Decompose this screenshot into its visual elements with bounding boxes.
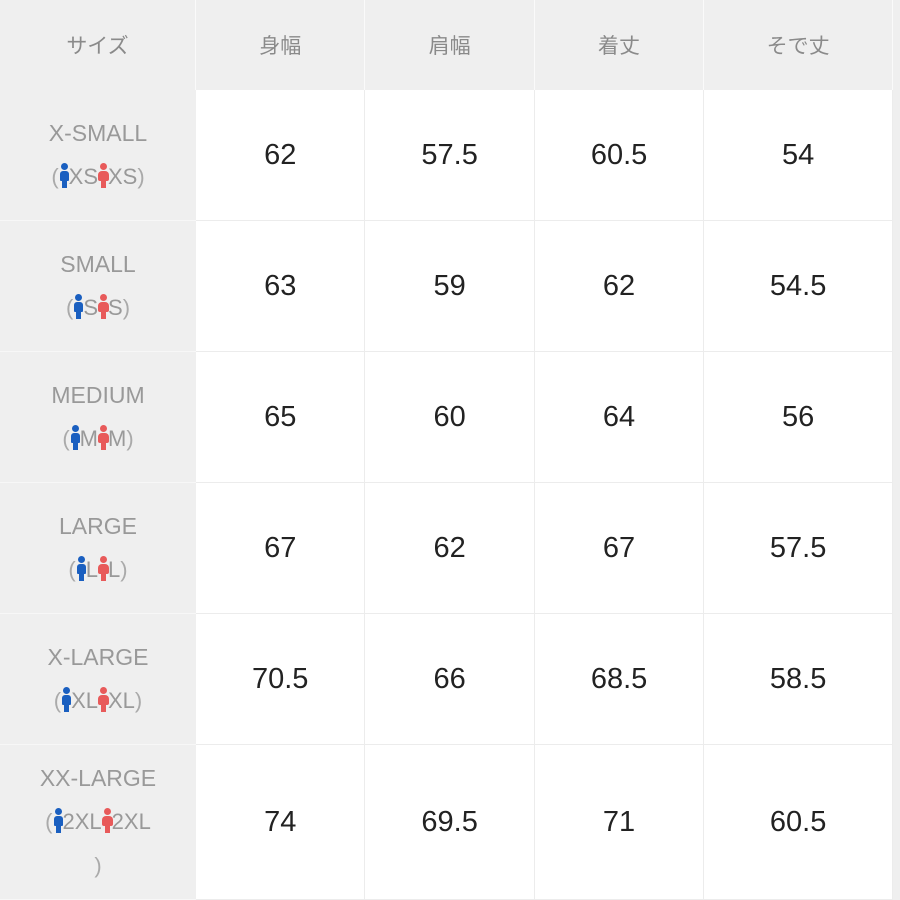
female-icon — [98, 425, 109, 450]
measurement-cell: 67 — [196, 483, 366, 614]
measurement-cell: 64 — [534, 352, 705, 483]
female-size: S — [108, 295, 123, 320]
male-icon — [73, 294, 84, 319]
measurement-cell: 66 — [365, 614, 535, 745]
measurement-cell: 56 — [704, 352, 893, 483]
measurement-cell: 70.5 — [196, 614, 366, 745]
size-name: LARGE — [59, 513, 137, 539]
table-row: XX-LARGE (2XL 2XL) 74 69.5 71 60.5 — [0, 745, 893, 900]
header-length: 着丈 — [534, 0, 705, 90]
measurement-cell: 57.5 — [365, 90, 535, 221]
male-size: M — [79, 426, 98, 451]
header-sleeve-length: そで丈 — [704, 0, 893, 90]
female-size: XS — [108, 164, 138, 189]
size-cell: X-LARGE (XL XL) — [0, 614, 196, 745]
measurement-cell: 60.5 — [534, 90, 705, 221]
measurement-cell: 74 — [196, 745, 366, 900]
female-size: 2XL — [111, 809, 151, 834]
size-codes: (XL XL) — [53, 687, 143, 713]
female-size: XL — [108, 688, 135, 713]
female-icon — [101, 808, 113, 833]
header-size: サイズ — [0, 0, 196, 90]
size-codes: (2XL 2XL) — [45, 808, 151, 878]
female-icon — [98, 687, 109, 712]
female-size: M — [108, 426, 127, 451]
measurement-cell: 63 — [196, 221, 366, 352]
measurement-cell: 57.5 — [704, 483, 893, 614]
size-name: SMALL — [60, 251, 136, 277]
size-cell: LARGE (L L) — [0, 483, 196, 614]
header-shoulder-width: 肩幅 — [365, 0, 535, 90]
female-icon — [98, 556, 109, 581]
female-icon — [98, 294, 109, 319]
male-icon — [59, 163, 69, 188]
measurement-cell: 62 — [196, 90, 366, 221]
size-codes: (S S) — [65, 294, 131, 320]
measurement-cell: 60.5 — [704, 745, 893, 900]
measurement-cell: 54 — [704, 90, 893, 221]
size-codes: (M M) — [62, 425, 134, 451]
size-name: X-LARGE — [47, 644, 149, 670]
size-cell: X-SMALL (XS XS) — [0, 90, 196, 221]
size-name: XX-LARGE — [39, 765, 157, 791]
table-row: X-SMALL (XS XS) 62 57.5 60.5 54 — [0, 90, 893, 221]
measurement-cell: 58.5 — [704, 614, 893, 745]
female-icon — [98, 163, 109, 188]
measurement-cell: 68.5 — [534, 614, 705, 745]
measurement-cell: 65 — [196, 352, 366, 483]
male-size: L — [85, 557, 98, 582]
female-size: L — [108, 557, 121, 582]
size-name: MEDIUM — [51, 382, 145, 408]
size-name: X-SMALL — [48, 120, 148, 146]
measurement-cell: 59 — [365, 221, 535, 352]
male-icon — [53, 808, 63, 833]
male-size: S — [83, 295, 98, 320]
right-margin — [893, 0, 900, 900]
measurement-cell: 71 — [534, 745, 705, 900]
measurement-cell: 67 — [534, 483, 705, 614]
size-codes: (XS XS) — [51, 163, 145, 189]
male-size: 2XL — [62, 809, 102, 834]
measurement-cell: 60 — [365, 352, 535, 483]
male-icon — [61, 687, 72, 712]
table-row: LARGE (L L) 67 62 67 57.5 — [0, 483, 893, 614]
header-body-width: 身幅 — [196, 0, 366, 90]
size-cell: SMALL (S S) — [0, 221, 196, 352]
size-cell: MEDIUM (M M) — [0, 352, 196, 483]
table-row: SMALL (S S) 63 59 62 54.5 — [0, 221, 893, 352]
measurement-cell: 54.5 — [704, 221, 893, 352]
male-icon — [76, 556, 86, 581]
table-row: X-LARGE (XL XL) 70.5 66 68.5 58.5 — [0, 614, 893, 745]
table-row: MEDIUM (M M) 65 60 64 56 — [0, 352, 893, 483]
measurement-cell: 69.5 — [365, 745, 535, 900]
measurement-cell: 62 — [534, 221, 705, 352]
male-size: XL — [71, 688, 98, 713]
measurement-cell: 62 — [365, 483, 535, 614]
male-size: XS — [68, 164, 98, 189]
header-row: サイズ 身幅 肩幅 着丈 そで丈 — [0, 0, 893, 90]
size-cell: XX-LARGE (2XL 2XL) — [0, 745, 196, 900]
size-codes: (L L) — [68, 556, 128, 582]
male-icon — [70, 425, 80, 450]
